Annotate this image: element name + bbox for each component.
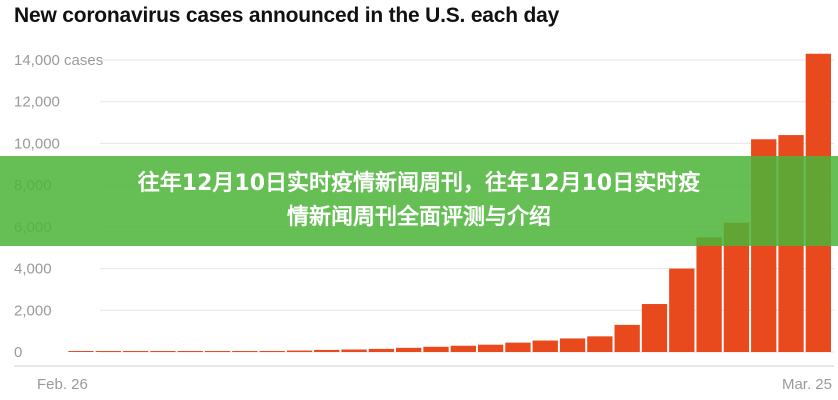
y-tick-label: 2,000 xyxy=(14,302,52,319)
bar xyxy=(559,338,586,352)
bar xyxy=(314,349,340,352)
bar xyxy=(368,348,395,352)
y-tick-label: 0 xyxy=(14,344,22,361)
bar xyxy=(587,336,613,352)
overlay-banner: 往年12月10日实时疫情新闻周刊，往年12月10日实时疫 情新闻周刊全面评测与介… xyxy=(0,156,838,246)
x-axis-ticks: Feb. 26 Mar. 25 xyxy=(37,376,832,393)
bar xyxy=(204,351,231,352)
bar xyxy=(450,345,476,352)
bar xyxy=(396,347,422,352)
x-tick-label-start: Feb. 26 xyxy=(37,376,88,393)
bar xyxy=(532,340,558,352)
y-tick-label: 10,000 xyxy=(14,135,60,152)
banner-line-1: 往年12月10日实时疫情新闻周刊，往年12月10日实时疫 xyxy=(137,171,701,196)
bar xyxy=(505,342,531,352)
bar xyxy=(423,346,449,352)
bar xyxy=(68,351,94,352)
y-tick-label: 14,000 cases xyxy=(14,52,103,69)
x-tick-label-end: Mar. 25 xyxy=(782,376,832,393)
bar xyxy=(341,349,367,352)
y-tick-label: 12,000 xyxy=(14,94,60,111)
bar xyxy=(150,351,176,352)
chart-title: New coronavirus cases announced in the U… xyxy=(14,4,560,27)
bar xyxy=(95,351,121,352)
bar xyxy=(477,344,504,352)
bar xyxy=(641,304,668,352)
bar xyxy=(122,351,149,352)
bar xyxy=(669,268,695,352)
banner-line-2: 情新闻周刊全面评测与介绍 xyxy=(286,205,551,230)
bar xyxy=(286,350,313,352)
bar xyxy=(614,324,640,352)
bar xyxy=(177,351,203,352)
bar xyxy=(259,350,285,352)
bar xyxy=(232,351,258,352)
bar xyxy=(696,237,722,352)
y-tick-label: 4,000 xyxy=(14,261,52,278)
